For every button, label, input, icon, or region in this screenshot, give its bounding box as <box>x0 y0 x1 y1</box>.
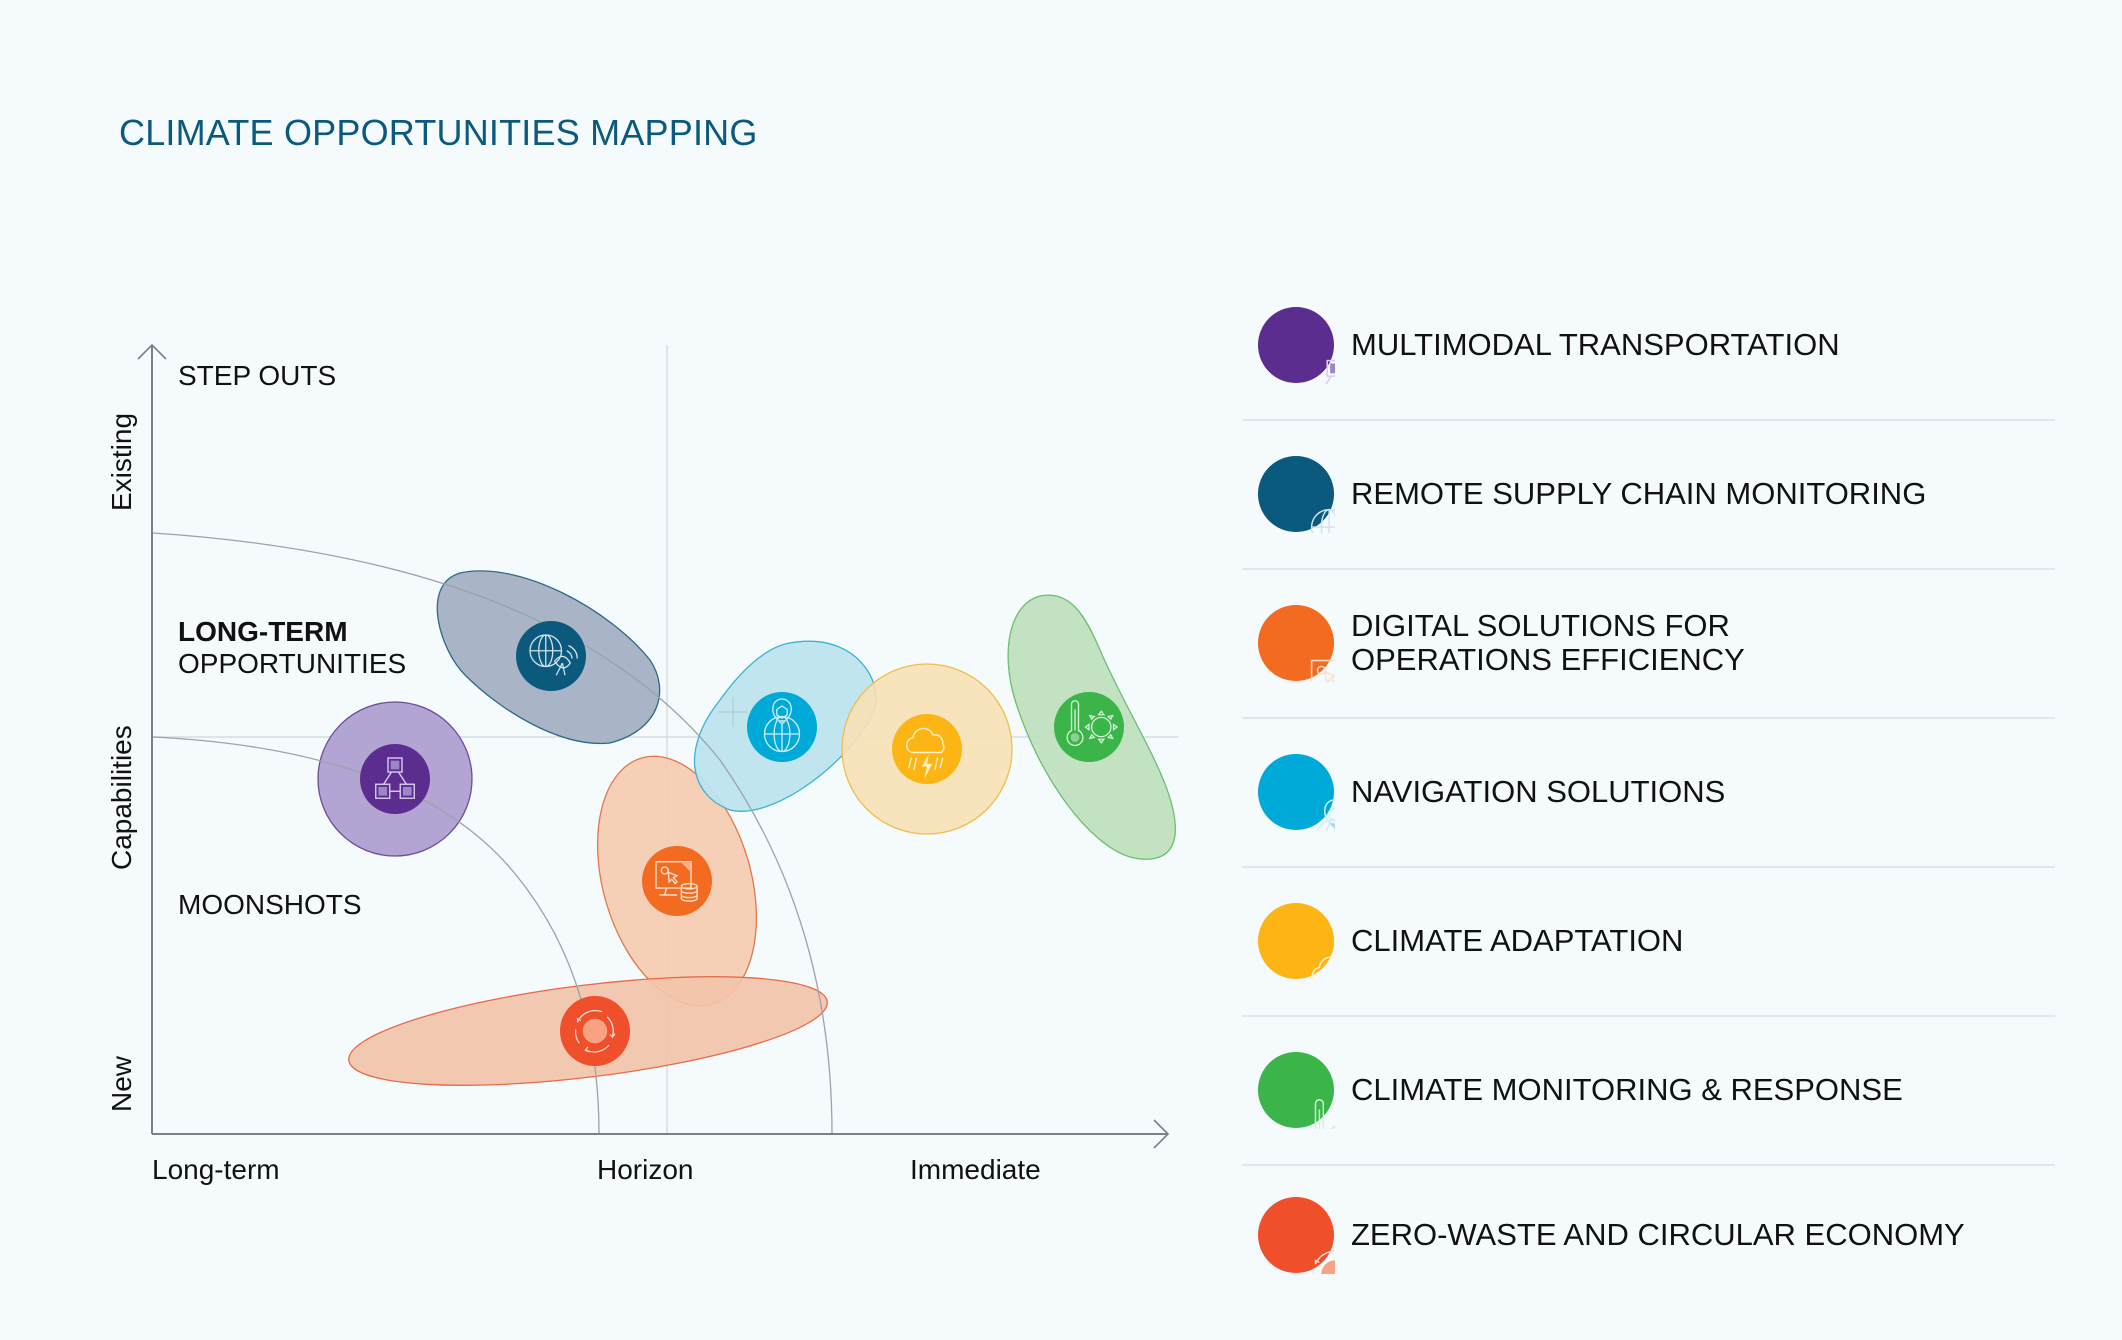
crosshair-marker <box>718 697 748 727</box>
page-title: CLIMATE OPPORTUNITIES MAPPING <box>119 112 758 153</box>
outer-horizon-arc <box>152 532 833 1135</box>
monitor-database-icon <box>642 846 712 916</box>
network-nodes-icon <box>1257 306 1335 384</box>
legend-label: CLIMATE MONITORING & RESPONSE <box>1351 1071 1903 1107</box>
x-tick-immediate: Immediate <box>910 1154 1041 1185</box>
zone-long-term-rest: OPPORTUNITIES <box>178 648 407 679</box>
zone-moonshots: MOONSHOTS <box>178 889 362 920</box>
legend-item: NAVIGATION SOLUTIONS <box>1242 717 2055 868</box>
y-axis-title: Capabilities <box>106 725 137 870</box>
legend-label: NAVIGATION SOLUTIONS <box>1351 773 1726 809</box>
globe-satellite-icon <box>516 621 586 691</box>
legend-label: MULTIMODAL TRANSPORTATION <box>1351 326 1840 362</box>
monitor-database-icon <box>1257 604 1335 682</box>
storm-cloud-icon <box>1257 902 1335 980</box>
location-pin-globe-icon <box>747 692 817 762</box>
legend-label: ZERO-WASTE AND CIRCULAR ECONOMY <box>1351 1216 1965 1252</box>
circular-arrows-icon <box>1257 1196 1335 1274</box>
item-marker-remote <box>516 621 586 691</box>
circular-arrows-icon <box>560 996 630 1066</box>
thermometer-sun-icon <box>1054 692 1124 762</box>
legend-item: CLIMATE MONITORING & RESPONSE <box>1242 1015 2055 1166</box>
x-tick-horizon: Horizon <box>597 1154 694 1185</box>
legend-item: CLIMATE ADAPTATION <box>1242 866 2055 1017</box>
storm-cloud-icon <box>892 714 962 784</box>
legend-label: CLIMATE ADAPTATION <box>1351 922 1684 958</box>
legend-item: REMOTE SUPPLY CHAIN MONITORING <box>1242 419 2055 570</box>
network-nodes-icon <box>360 744 430 814</box>
y-axis-arrow-icon <box>137 343 167 360</box>
item-marker-multimodal <box>360 744 430 814</box>
legend-item: ZERO-WASTE AND CIRCULAR ECONOMY <box>1242 1160 2055 1309</box>
thermometer-sun-icon <box>1257 1051 1335 1129</box>
y-tick-existing: Existing <box>106 412 137 511</box>
legend-label: REMOTE SUPPLY CHAIN MONITORING <box>1351 475 1927 511</box>
x-tick-long-term: Long-term <box>152 1154 280 1185</box>
x-axis-arrow-icon <box>1153 1119 1170 1149</box>
legend-label: DIGITAL SOLUTIONS FOR OPERATIONS EFFICIE… <box>1351 607 1745 677</box>
location-pin-globe-icon <box>1257 753 1335 831</box>
zone-long-term: LONG-TERM OPPORTUNITIES <box>178 616 406 680</box>
zone-long-term-bold: LONG-TERM <box>178 616 348 647</box>
opportunity-map <box>137 343 1178 1149</box>
zone-step-outs: STEP OUTS <box>178 360 337 391</box>
y-tick-new: New <box>106 1055 137 1112</box>
globe-satellite-icon <box>1257 455 1335 533</box>
legend-item: MULTIMODAL TRANSPORTATION <box>1242 270 2055 421</box>
legend-item: DIGITAL SOLUTIONS FOR OPERATIONS EFFICIE… <box>1242 568 2055 719</box>
